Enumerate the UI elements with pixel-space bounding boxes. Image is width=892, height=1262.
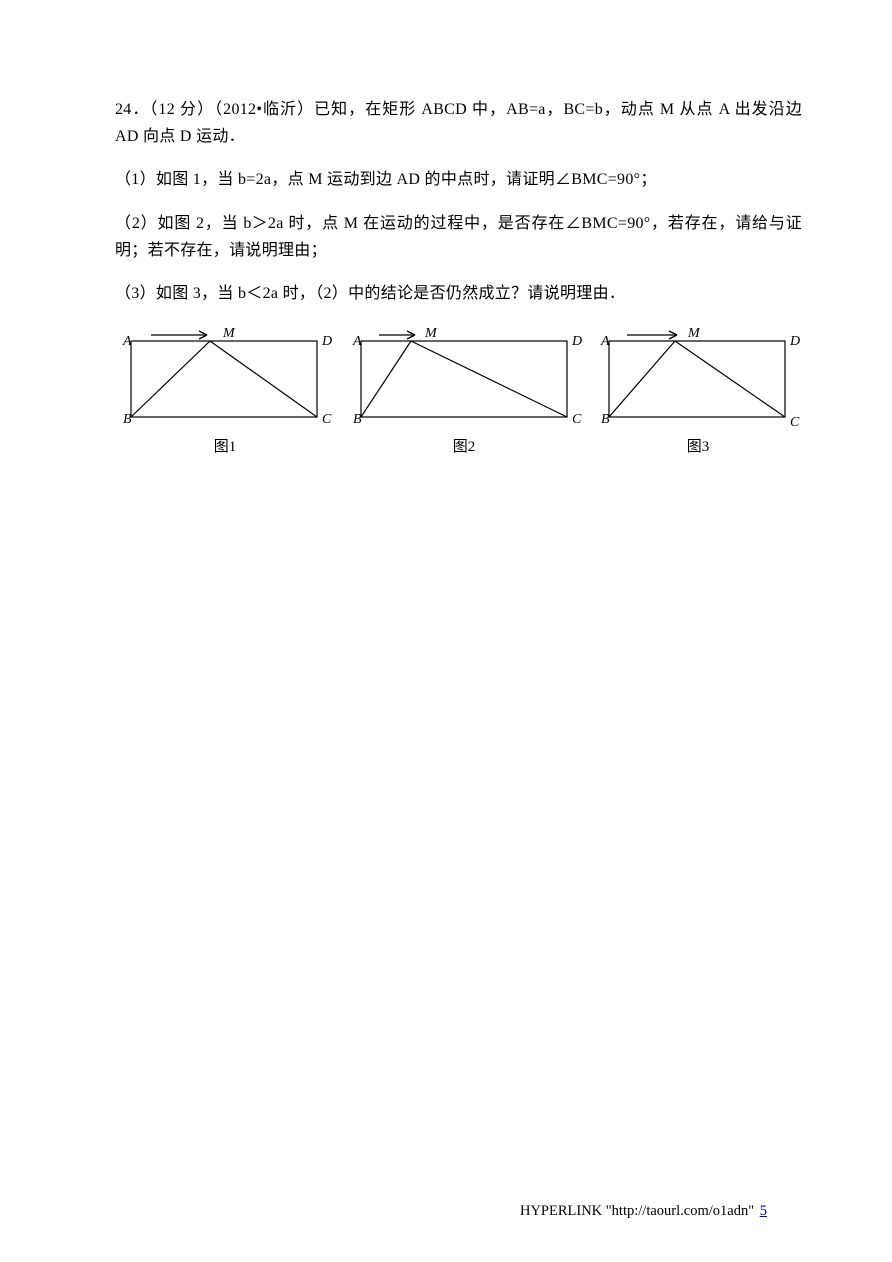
problem-part2: （2）如图 2，当 b＞2a 时，点 M 在运动的过程中，是否存在∠BMC=90… <box>115 210 802 264</box>
figure-2-svg: A D B C M <box>345 323 583 433</box>
svg-text:A: A <box>122 334 132 349</box>
svg-text:M: M <box>222 326 236 341</box>
figure-1-caption: 图1 <box>214 435 237 461</box>
figure-2-caption: 图2 <box>453 435 476 461</box>
figure-3: A D B C M 图3 <box>593 323 803 461</box>
svg-text:D: D <box>571 334 582 349</box>
svg-text:A: A <box>352 334 362 349</box>
figure-2: A D B C M 图2 <box>345 323 583 461</box>
svg-text:B: B <box>123 412 132 427</box>
figure-1-svg: A D B C M <box>115 323 335 433</box>
figures-row: A D B C M 图1 A D B C M 图2 A D B C M 图3 <box>115 323 802 461</box>
svg-text:D: D <box>321 334 332 349</box>
figure-3-svg: A D B C M <box>593 323 803 433</box>
page-content: 24．（12 分）（2012•临沂）已知，在矩形 ABCD 中，AB=a，BC=… <box>0 0 892 501</box>
svg-text:C: C <box>790 415 800 430</box>
svg-text:B: B <box>353 412 362 427</box>
footer: HYPERLINK "http://taourl.com/o1adn" 5 <box>520 1203 767 1220</box>
svg-text:C: C <box>572 412 582 427</box>
problem-stem: 24．（12 分）（2012•临沂）已知，在矩形 ABCD 中，AB=a，BC=… <box>115 96 802 150</box>
svg-text:M: M <box>687 326 701 341</box>
svg-text:D: D <box>789 334 800 349</box>
page-number: 5 <box>760 1203 767 1219</box>
footer-text: HYPERLINK "http://taourl.com/o1adn" <box>520 1203 754 1219</box>
problem-part3: （3）如图 3，当 b＜2a 时，（2）中的结论是否仍然成立？请说明理由． <box>115 280 802 307</box>
figure-3-caption: 图3 <box>687 435 710 461</box>
svg-text:A: A <box>600 334 610 349</box>
svg-text:M: M <box>424 326 438 341</box>
figure-1: A D B C M 图1 <box>115 323 335 461</box>
svg-text:C: C <box>322 412 332 427</box>
svg-text:B: B <box>601 412 610 427</box>
problem-part1: （1）如图 1，当 b=2a，点 M 运动到边 AD 的中点时，请证明∠BMC=… <box>115 166 802 193</box>
